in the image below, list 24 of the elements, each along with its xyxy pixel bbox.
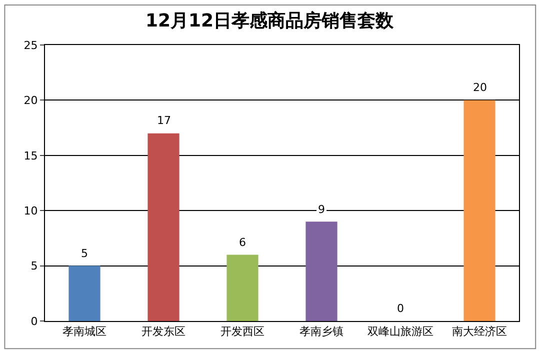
x-tick-label: 开发东区 [142,325,186,338]
bar [226,254,258,321]
x-tick-label: 孝南城区 [62,325,106,338]
data-label: 9 [318,203,325,216]
y-tick-label: 0 [30,314,38,328]
y-tick-label: 25 [24,38,38,52]
y-tick-label: 10 [24,204,38,218]
data-label: 17 [157,114,171,127]
x-tick-label: 双峰山旅游区 [368,325,434,338]
bar [148,133,180,321]
y-tick-label: 15 [24,149,38,162]
data-label: 0 [397,302,404,315]
data-label: 5 [81,247,88,260]
x-tick-label: 开发西区 [220,325,264,338]
y-tick-label: 20 [24,94,38,108]
bar [306,222,338,321]
x-tick-label: 南大经济区 [452,325,507,338]
x-tick-label: 孝南乡镇 [300,325,344,338]
chart-title: 12月12日孝感商品房销售套数 [145,10,395,32]
bar [68,266,100,321]
data-label: 20 [473,81,487,94]
y-tick-label: 5 [30,260,38,273]
bar [464,100,496,321]
data-label: 6 [239,236,246,249]
